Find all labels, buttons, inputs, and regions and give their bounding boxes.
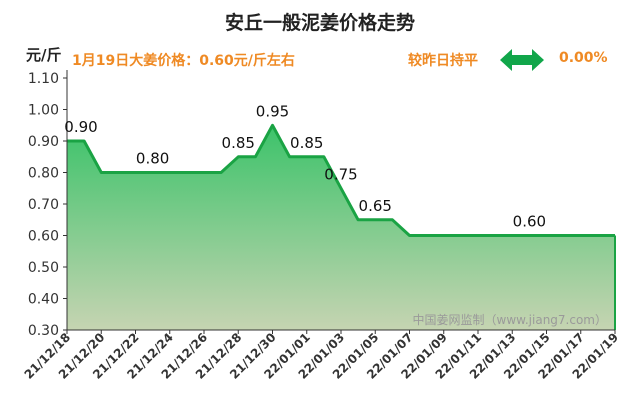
- data-label: 0.85: [222, 134, 255, 152]
- y-tick-label: 0.70: [28, 197, 59, 213]
- chart-title: 安丘一般泥姜价格走势: [224, 12, 415, 34]
- data-label: 0.60: [513, 213, 546, 231]
- y-tick-label: 0.90: [28, 134, 59, 150]
- watermark: 中国姜网监制（www.jiang7.com）: [413, 312, 607, 327]
- y-tick-label: 0.40: [28, 292, 59, 308]
- change-label: 较昨日持平: [408, 53, 478, 69]
- y-tick-label: 1.10: [28, 71, 59, 87]
- data-label: 0.65: [359, 197, 392, 215]
- double-arrow-icon: [500, 49, 544, 71]
- data-label: 0.85: [290, 134, 323, 152]
- y-tick-label: 0.30: [28, 323, 59, 339]
- price-series-line: [67, 123, 615, 237]
- price-note: 1月19日大姜价格：0.60元/斤左右: [72, 53, 295, 69]
- data-label: 0.90: [64, 118, 97, 136]
- y-tick-label: 0.50: [28, 260, 59, 276]
- data-label: 0.80: [136, 150, 169, 168]
- y-tick-label: 0.60: [28, 229, 59, 245]
- data-label: 0.95: [256, 102, 289, 120]
- change-value: 0.00%: [559, 50, 608, 66]
- y-axis-unit: 元/斤: [26, 46, 62, 64]
- y-tick-label: 0.80: [28, 166, 59, 182]
- data-label: 0.75: [324, 165, 357, 183]
- price-area-fill: [67, 125, 615, 330]
- y-tick-label: 1.00: [28, 103, 59, 119]
